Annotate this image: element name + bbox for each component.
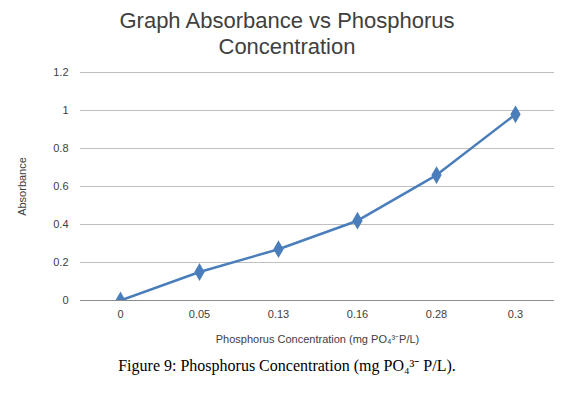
svg-text:Phosphorus Concentration (mg P: Phosphorus Concentration (mg PO₄³⁻P/L) <box>216 333 420 345</box>
svg-text:Absorbance: Absorbance <box>16 157 28 216</box>
svg-text:0.8: 0.8 <box>53 142 68 154</box>
svg-text:0: 0 <box>117 308 123 320</box>
html-text:Graph Absorbance vs Phosphorus: Graph Absorbance vs Phosphorus Concentra… <box>119 8 455 59</box>
svg-text:0.4: 0.4 <box>53 218 68 230</box>
svg-text:0.16: 0.16 <box>347 308 368 320</box>
svg-text:1: 1 <box>62 104 68 116</box>
svg-text:0.05: 0.05 <box>189 308 210 320</box>
svg-text:0.6: 0.6 <box>53 180 68 192</box>
svg-text:1.2: 1.2 <box>53 66 68 78</box>
svg-text:0.3: 0.3 <box>508 308 523 320</box>
html-text:Figure 9: Phosphorus Concentra: Figure 9: Phosphorus Concentration (mg P… <box>118 357 456 374</box>
svg-text:0.2: 0.2 <box>53 256 68 268</box>
svg-text:0.13: 0.13 <box>268 308 289 320</box>
svg-text:0: 0 <box>62 294 68 306</box>
svg-text:0.28: 0.28 <box>426 308 447 320</box>
